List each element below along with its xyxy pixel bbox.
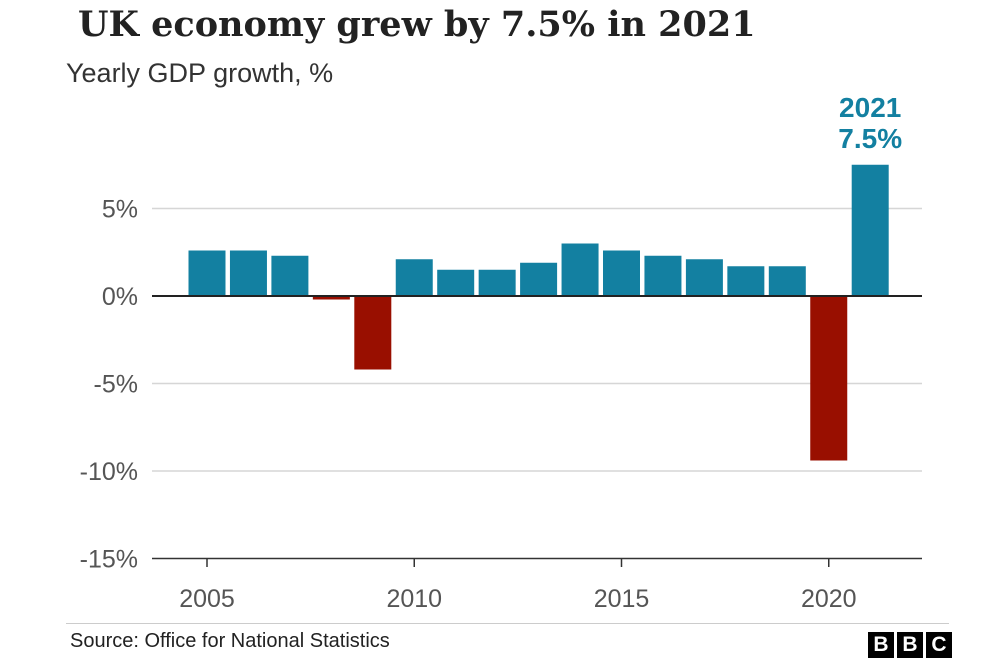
bar-2020: [810, 296, 848, 461]
logo-letter: B: [868, 632, 894, 658]
bar-2012: [478, 269, 516, 296]
bar-2015: [603, 250, 640, 296]
logo-letter: B: [897, 632, 923, 658]
bar-2009: [354, 296, 392, 370]
x-tick-label: 2005: [179, 585, 235, 613]
footer-divider: [66, 623, 949, 624]
chart-title: UK economy grew by 7.5% in 2021: [78, 4, 756, 45]
bar-2014: [561, 243, 599, 296]
y-tick-label: -10%: [80, 458, 138, 486]
x-tick-label: 2015: [594, 585, 650, 613]
bar-2008: [312, 296, 350, 300]
bar-2018: [727, 266, 765, 296]
chart-subtitle: Yearly GDP growth, %: [66, 58, 334, 88]
bar-2007: [271, 255, 309, 296]
bbc-logo: B B C: [868, 632, 952, 658]
bar-2016: [644, 255, 682, 296]
logo-letter: C: [926, 632, 952, 658]
y-tick-label: -5%: [94, 371, 138, 399]
bar-2019: [768, 266, 806, 296]
x-tick-label: 2020: [801, 585, 857, 613]
source-note: Source: Office for National Statistics: [70, 630, 390, 652]
y-tick-label: 5%: [102, 196, 138, 224]
annotation-value: 7.5%: [838, 123, 902, 154]
bar-2005: [188, 250, 226, 296]
bar-2021: [851, 164, 889, 296]
y-tick-label: -15%: [80, 546, 138, 574]
annotation-year: 2021: [839, 92, 901, 123]
bar-2011: [437, 269, 475, 296]
bar-2006: [229, 250, 267, 296]
bar-2013: [520, 262, 558, 296]
bar-2010: [395, 259, 433, 296]
y-tick-label: 0%: [102, 283, 138, 311]
x-tick-label: 2010: [386, 585, 442, 613]
bar-2017: [685, 259, 723, 296]
